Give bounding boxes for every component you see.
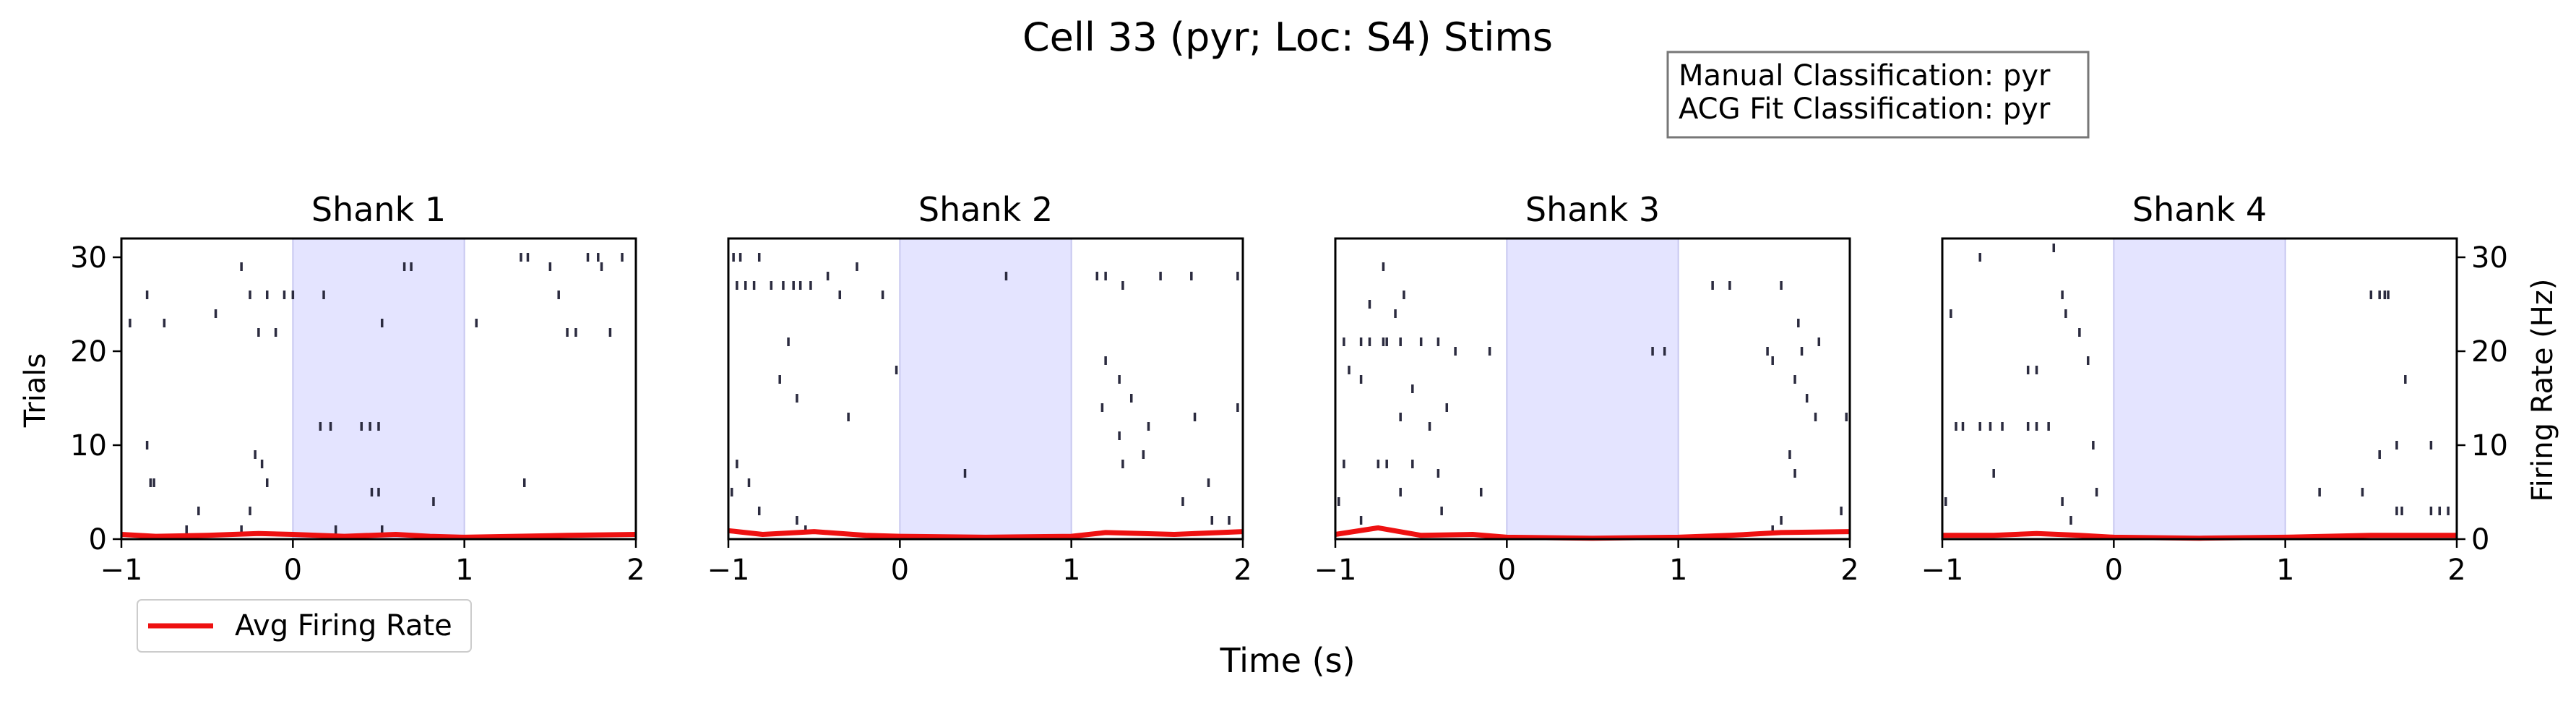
panel-title: Shank 4 — [2132, 190, 2267, 229]
stim-window-shade — [1507, 238, 1679, 539]
avg-firing-rate-line — [1335, 525, 1851, 541]
manual-classification-text: Manual Classification: pyr — [1679, 59, 2051, 93]
x-tick-label: 0 — [284, 554, 302, 587]
x-tick-label: 2 — [1233, 554, 1252, 587]
avg-firing-rate-line — [121, 530, 637, 540]
legend-frame — [137, 599, 472, 653]
x-tick-label: −1 — [100, 554, 143, 587]
x-tick-label: 0 — [2105, 554, 2123, 587]
plot-frame — [1334, 237, 1851, 541]
x-tick-label: 1 — [1062, 554, 1080, 587]
avg-firing-rate-line — [1942, 530, 2457, 541]
panel-title: Shank 2 — [918, 190, 1053, 229]
panel-title: Shank 3 — [1525, 190, 1660, 229]
x-tick-label: 1 — [2276, 554, 2294, 587]
avg-firing-rate-line — [728, 528, 1244, 540]
x-tick-label: 2 — [2447, 554, 2465, 587]
x-tick-label: 1 — [455, 554, 473, 587]
rate-tick-label: 30 — [2471, 241, 2508, 275]
x-tick-label: −1 — [1921, 554, 1964, 587]
x-tick-label: 0 — [1498, 554, 1516, 587]
plot-frame — [120, 237, 637, 541]
figure-title: Cell 33 (pyr; Loc: S4) Stims — [1022, 14, 1553, 60]
acg-classification-text: ACG Fit Classification: pyr — [1679, 93, 2051, 126]
x-axis-label-time: Time (s) — [1219, 641, 1355, 680]
panel-title: Shank 1 — [311, 190, 446, 229]
x-tick-label: 1 — [1669, 554, 1687, 587]
y-tick-label: 20 — [70, 335, 107, 369]
x-tick-label: 2 — [1840, 554, 1858, 587]
panel-shank-3: Shank 3 −1 0 1 2 — [1314, 190, 1859, 587]
y-tick-label: 30 — [70, 241, 107, 275]
legend-label: Avg Firing Rate — [235, 609, 452, 642]
rate-tick-label: 20 — [2471, 335, 2508, 369]
rate-tick-label: 10 — [2471, 429, 2508, 463]
y-axis-label-firing-rate: Firing Rate (Hz) — [2526, 279, 2559, 502]
stim-window-shade — [900, 238, 1072, 539]
stim-window-shade — [2114, 238, 2286, 539]
y-tick-label: 0 — [89, 523, 107, 556]
legend: Avg Firing Rate — [137, 599, 472, 653]
x-tick-label: −1 — [1314, 554, 1357, 587]
x-tick-label: −1 — [707, 554, 750, 587]
plot-frame — [727, 237, 1244, 541]
rate-tick-label: 0 — [2471, 523, 2489, 556]
y-axis-label-trials: Trials — [19, 353, 52, 429]
x-tick-label: 2 — [626, 554, 645, 587]
panel-shank-2: Shank 2 −1 0 1 2 — [707, 190, 1252, 587]
classification-box: Manual Classification: pyr ACG Fit Class… — [1666, 51, 2090, 139]
plot-frame — [1941, 237, 2458, 541]
x-tick-label: 0 — [891, 554, 909, 587]
y-tick-label: 10 — [70, 429, 107, 463]
